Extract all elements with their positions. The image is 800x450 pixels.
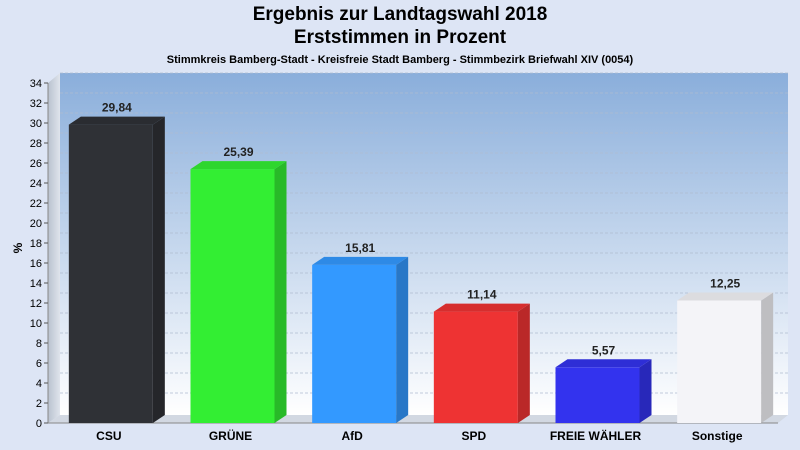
bar-spd [433, 303, 530, 423]
bar-freie-wähler [555, 359, 652, 423]
y-tick-label: 14 [30, 278, 42, 290]
y-tick-label: 10 [30, 318, 42, 330]
y-tick-label: 8 [36, 338, 42, 350]
value-label: 29,84 [102, 101, 132, 115]
bar-afd [312, 256, 409, 423]
chart-title: Ergebnis zur Landtagswahl 2018 [252, 4, 548, 25]
y-tick-label: 24 [30, 178, 42, 190]
value-label: 5,57 [592, 343, 616, 357]
value-label: 15,81 [345, 241, 375, 255]
y-tick-label: 34 [30, 78, 42, 90]
chart-subtitle: Stimmkreis Bamberg-Stadt - Kreisfreie St… [166, 54, 634, 66]
value-label: 25,39 [223, 145, 253, 159]
x-tick-label: AfD [342, 429, 364, 443]
value-label: 11,14 [467, 288, 497, 302]
y-tick-label: 12 [30, 298, 42, 310]
y-tick-label: 16 [30, 258, 42, 270]
y-tick-label: 22 [30, 198, 42, 210]
bar-sonstige [677, 292, 774, 423]
bar-csu [68, 116, 165, 423]
y-tick-label: 28 [30, 138, 42, 150]
x-tick-label: Sonstige [692, 429, 743, 443]
y-tick-label: 2 [36, 398, 42, 410]
x-tick-label: FREIE WÄHLER [550, 428, 642, 443]
y-tick-label: 6 [36, 358, 42, 370]
bar-grüne [190, 161, 287, 423]
x-tick-label: SPD [461, 429, 486, 443]
y-tick-label: 26 [30, 158, 42, 170]
y-tick-label: 18 [30, 238, 42, 250]
y-tick-label: 30 [30, 118, 42, 130]
y-tick-label: 4 [36, 378, 42, 390]
x-tick-label: GRÜNE [209, 428, 252, 443]
y-tick-label: 20 [30, 218, 42, 230]
value-label: 12,25 [710, 277, 740, 291]
y-tick-label: 32 [30, 98, 42, 110]
y-tick-label: 0 [36, 418, 42, 430]
x-tick-label: CSU [96, 429, 121, 443]
chart-title-line2: Erststimmen in Prozent [293, 27, 507, 48]
y-axis-label: % [11, 242, 25, 253]
